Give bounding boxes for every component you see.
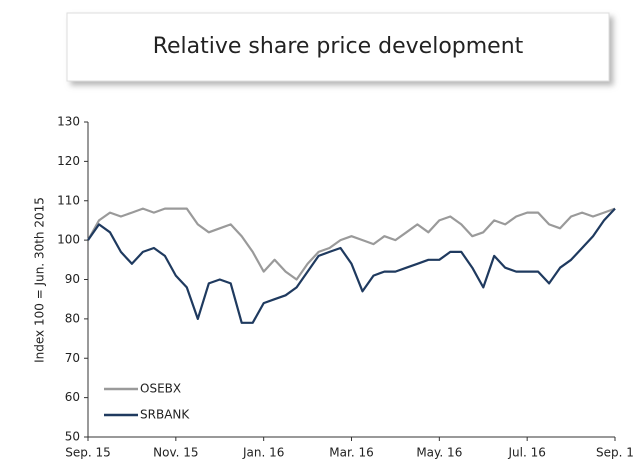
y-tick-label: 120 [57,154,80,168]
y-tick-label: 70 [65,351,80,365]
y-axis-label: Index 100 = Jun. 30th 2015 [33,197,47,363]
y-tick-label: 80 [65,311,80,325]
x-tick-label: Jan. 16 [242,446,284,460]
y-tick-label: 110 [57,193,80,207]
x-tick-label: Mar. 16 [329,446,373,460]
chart-title: Relative share price development [153,34,524,59]
series-line [87,207,616,324]
x-tick-label: Sep. 1 [596,446,633,460]
x-tick-label: Jul. 16 [507,446,545,460]
x-tick-label: Sep. 15 [65,446,111,460]
x-tick-label: May. 16 [416,446,462,460]
y-tick-label: 100 [57,233,80,247]
series-line [87,207,616,281]
y-tick-label: 130 [57,115,80,129]
legend-label: SRBANK [140,408,190,422]
legend-label: OSEBX [140,382,181,396]
y-tick-label: 90 [65,272,80,286]
x-tick-label: Nov. 15 [153,446,198,460]
y-tick-label: 60 [65,390,80,404]
title-box [66,12,610,82]
y-tick-label: 50 [65,430,80,444]
